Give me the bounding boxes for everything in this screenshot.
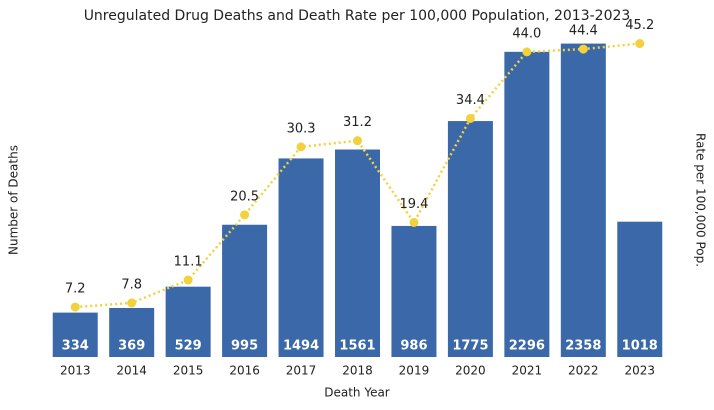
line-point (465, 113, 475, 123)
bar (109, 307, 155, 357)
x-tick-label: 2018 (342, 364, 373, 378)
bar-value-label: 369 (118, 339, 145, 354)
line-point (296, 142, 306, 152)
line-value-label: 30.3 (287, 121, 316, 136)
bar-value-label: 334 (62, 339, 89, 354)
line-point (353, 136, 362, 146)
line-point (409, 217, 419, 227)
line-value-label: 31.2 (343, 115, 372, 130)
bar-value-label: 1494 (283, 339, 319, 354)
bar (335, 149, 380, 357)
bar (222, 224, 268, 357)
line-value-label: 20.5 (230, 189, 259, 204)
bar-value-label: 1018 (622, 339, 658, 354)
line-value-label: 11.1 (174, 255, 203, 270)
x-tick-label: 2021 (512, 364, 543, 378)
bar (504, 51, 550, 357)
y2-axis-title: Rate per 100,000 Pop. (694, 133, 708, 267)
x-tick-label: 2023 (624, 364, 655, 378)
y-axis-title: Number of Deaths (7, 145, 21, 255)
line-point (522, 47, 532, 57)
line-point (578, 44, 588, 54)
x-tick-label: 2015 (173, 364, 204, 378)
bar-value-label: 2358 (565, 339, 601, 354)
line-value-label: 19.4 (399, 197, 428, 212)
x-tick-label: 2016 (229, 364, 260, 378)
line-value-label: 7.2 (65, 282, 86, 297)
bar (447, 121, 493, 358)
bar-value-label: 1775 (452, 339, 488, 354)
x-tick-label: 2022 (568, 364, 599, 378)
x-tick-label: 2020 (455, 364, 486, 378)
bar-value-label: 995 (231, 339, 258, 354)
x-tick-label: 2017 (286, 364, 317, 378)
bar (278, 158, 324, 357)
x-tick-label: 2013 (60, 364, 91, 378)
line-point (183, 275, 193, 285)
bar-value-label: 2296 (509, 339, 545, 354)
x-tick-label: 2014 (116, 364, 147, 378)
bar (52, 312, 98, 357)
line-value-label: 34.4 (456, 93, 485, 108)
x-axis-title: Death Year (324, 386, 390, 400)
line-value-label: 44.4 (569, 24, 598, 39)
bar (560, 43, 606, 358)
bar-value-label: 1561 (339, 339, 375, 354)
line-value-label: 45.2 (625, 18, 654, 33)
chart-title: Unregulated Drug Deaths and Death Rate p… (84, 8, 631, 24)
bar-value-label: 529 (175, 339, 202, 354)
bar (165, 286, 211, 357)
line-point (127, 298, 137, 308)
line-point (635, 39, 645, 49)
line-value-label: 7.8 (121, 277, 142, 292)
bar (617, 221, 663, 357)
bar (391, 225, 437, 357)
line-value-label: 44.0 (512, 26, 541, 41)
line-point (240, 210, 250, 220)
line-point (70, 302, 80, 312)
bar-value-label: 986 (400, 339, 427, 354)
x-tick-label: 2019 (399, 364, 430, 378)
